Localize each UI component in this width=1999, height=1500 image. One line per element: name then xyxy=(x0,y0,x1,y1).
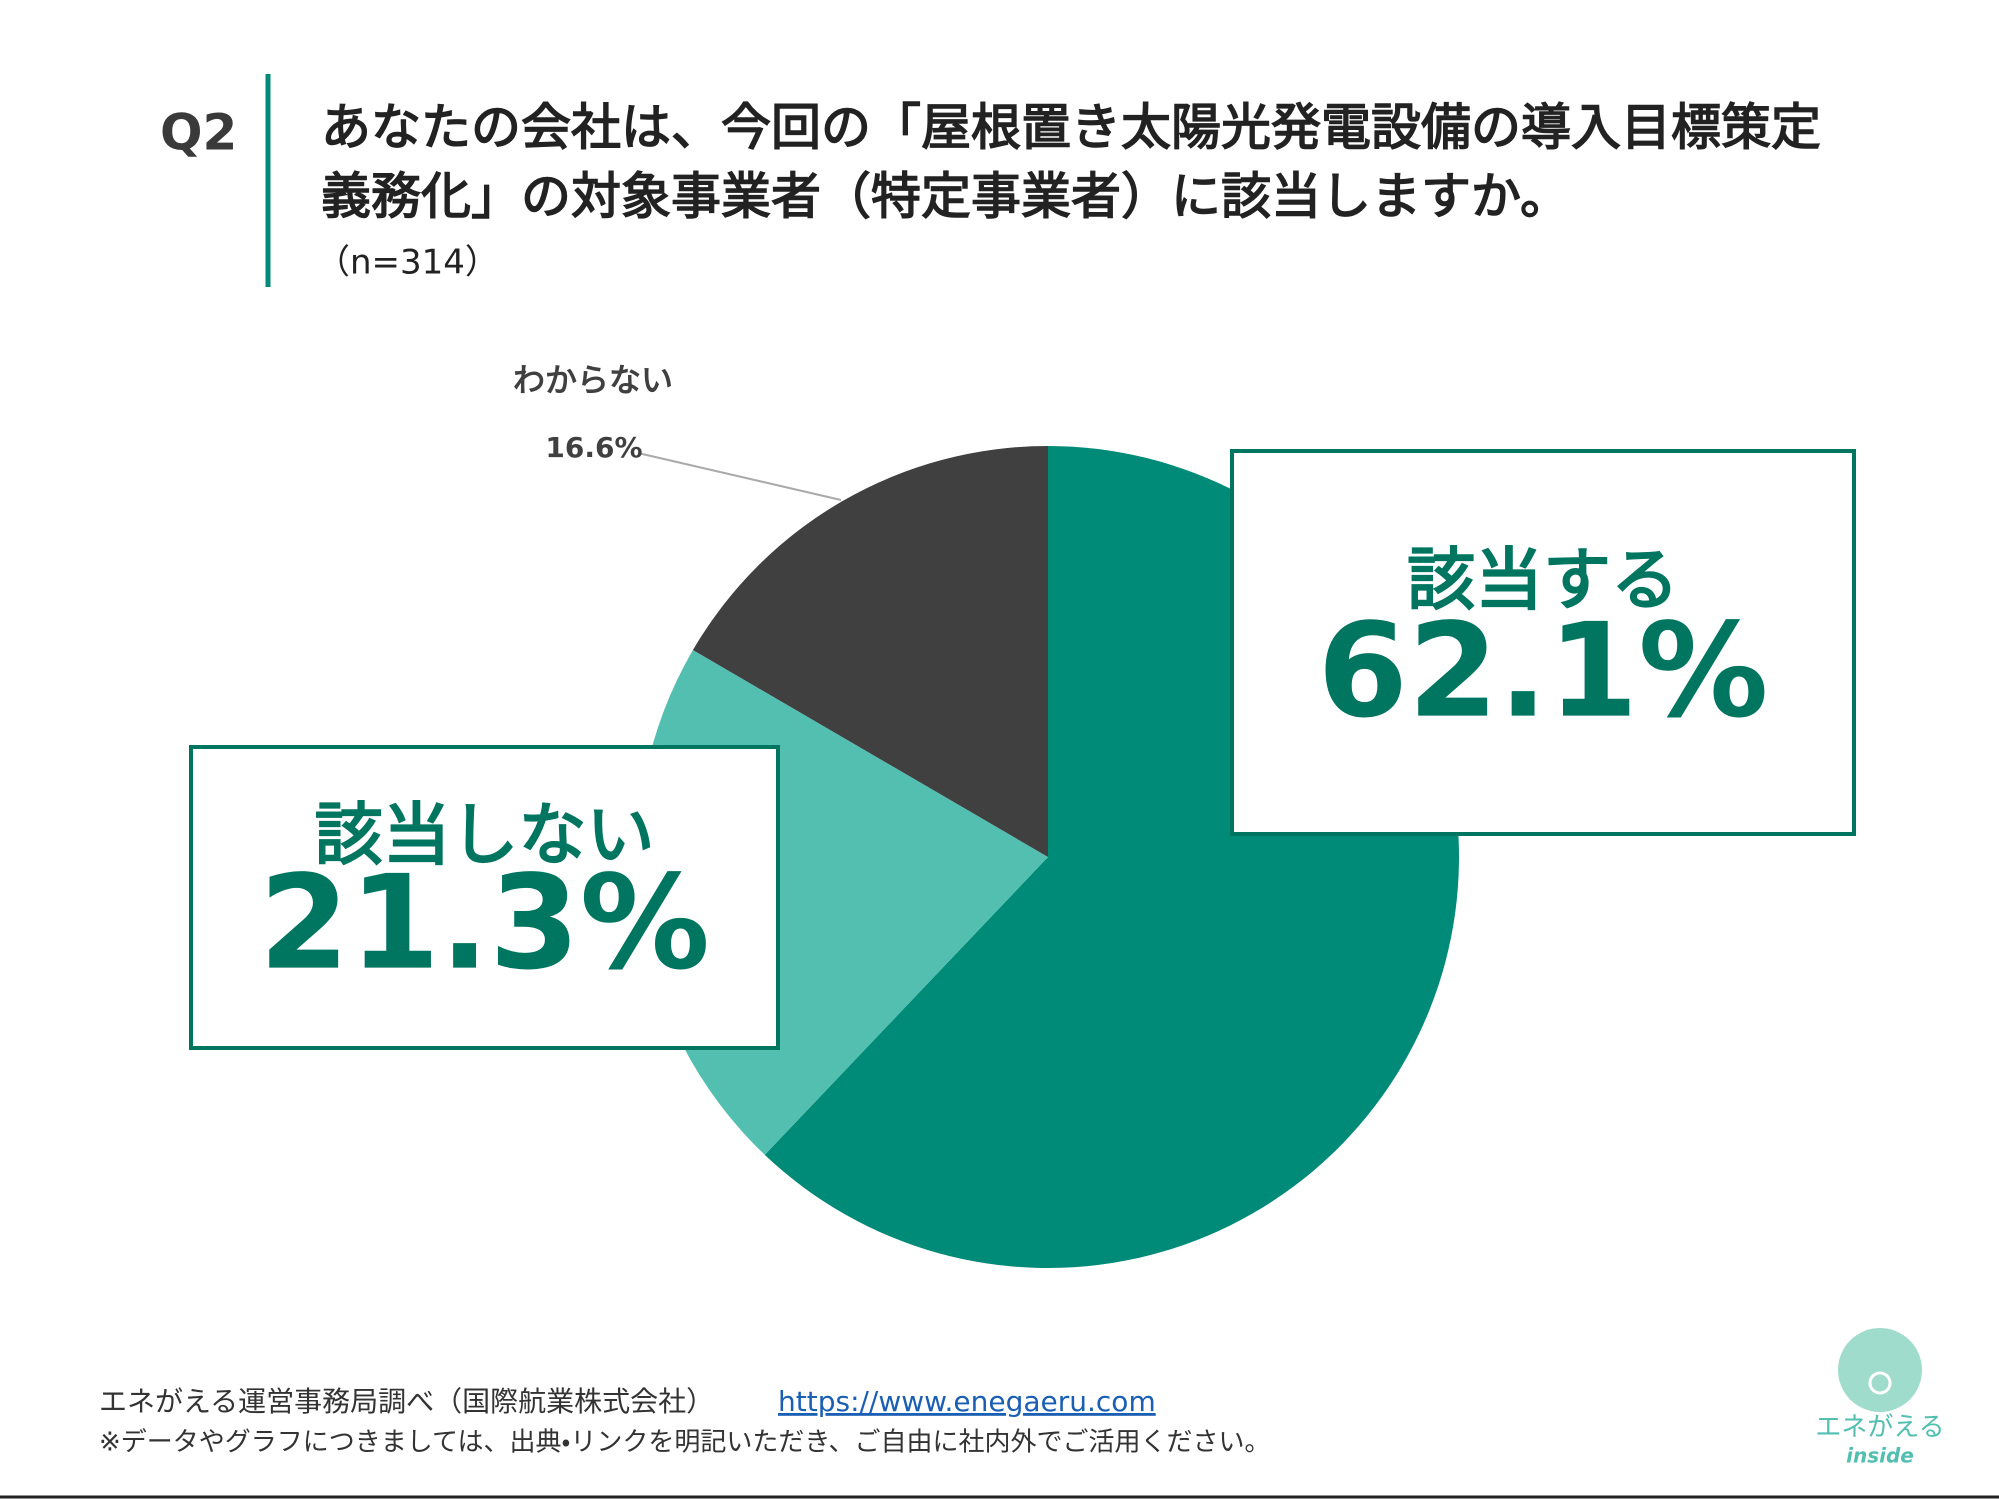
source: エネがえる運営事務局調べ（国際航業株式会社） xyxy=(99,1385,714,1418)
pie-slice xyxy=(692,446,1048,857)
question-title: 義務化」の対象事業者（特定事業者）に該当しますか。 xyxy=(321,168,1570,226)
label-box xyxy=(1230,449,1856,836)
logo-bulb xyxy=(1868,1371,1892,1395)
logo: エネがえる inside xyxy=(1815,1328,1945,1468)
logo-name: エネがえる xyxy=(1815,1413,1944,1443)
sample-size: （n=314） xyxy=(316,243,499,283)
category-label: わからない xyxy=(513,361,673,399)
label-box xyxy=(189,745,780,1050)
value-label: 62.1% xyxy=(1317,595,1768,747)
source-link[interactable]: https://www.enegaeru.com xyxy=(778,1385,1156,1418)
question-label: Q2 xyxy=(160,104,237,162)
question-title: あなたの会社は、今回の「屋根置き太陽光発電設備の導入目標策定 xyxy=(321,99,1821,157)
logo-icon xyxy=(1838,1328,1922,1412)
value-label: 16.6% xyxy=(545,431,642,464)
value-label: 21.3% xyxy=(259,847,710,999)
logo-sub: inside xyxy=(1846,1444,1914,1468)
leader-line xyxy=(637,452,842,501)
category-label: 該当する xyxy=(1407,542,1679,621)
category-label: 該当しない xyxy=(314,797,654,876)
note: ※データやグラフにつきましては、出典・リンクを明記いただき、ご自由に社内外でご活… xyxy=(99,1428,1271,1458)
